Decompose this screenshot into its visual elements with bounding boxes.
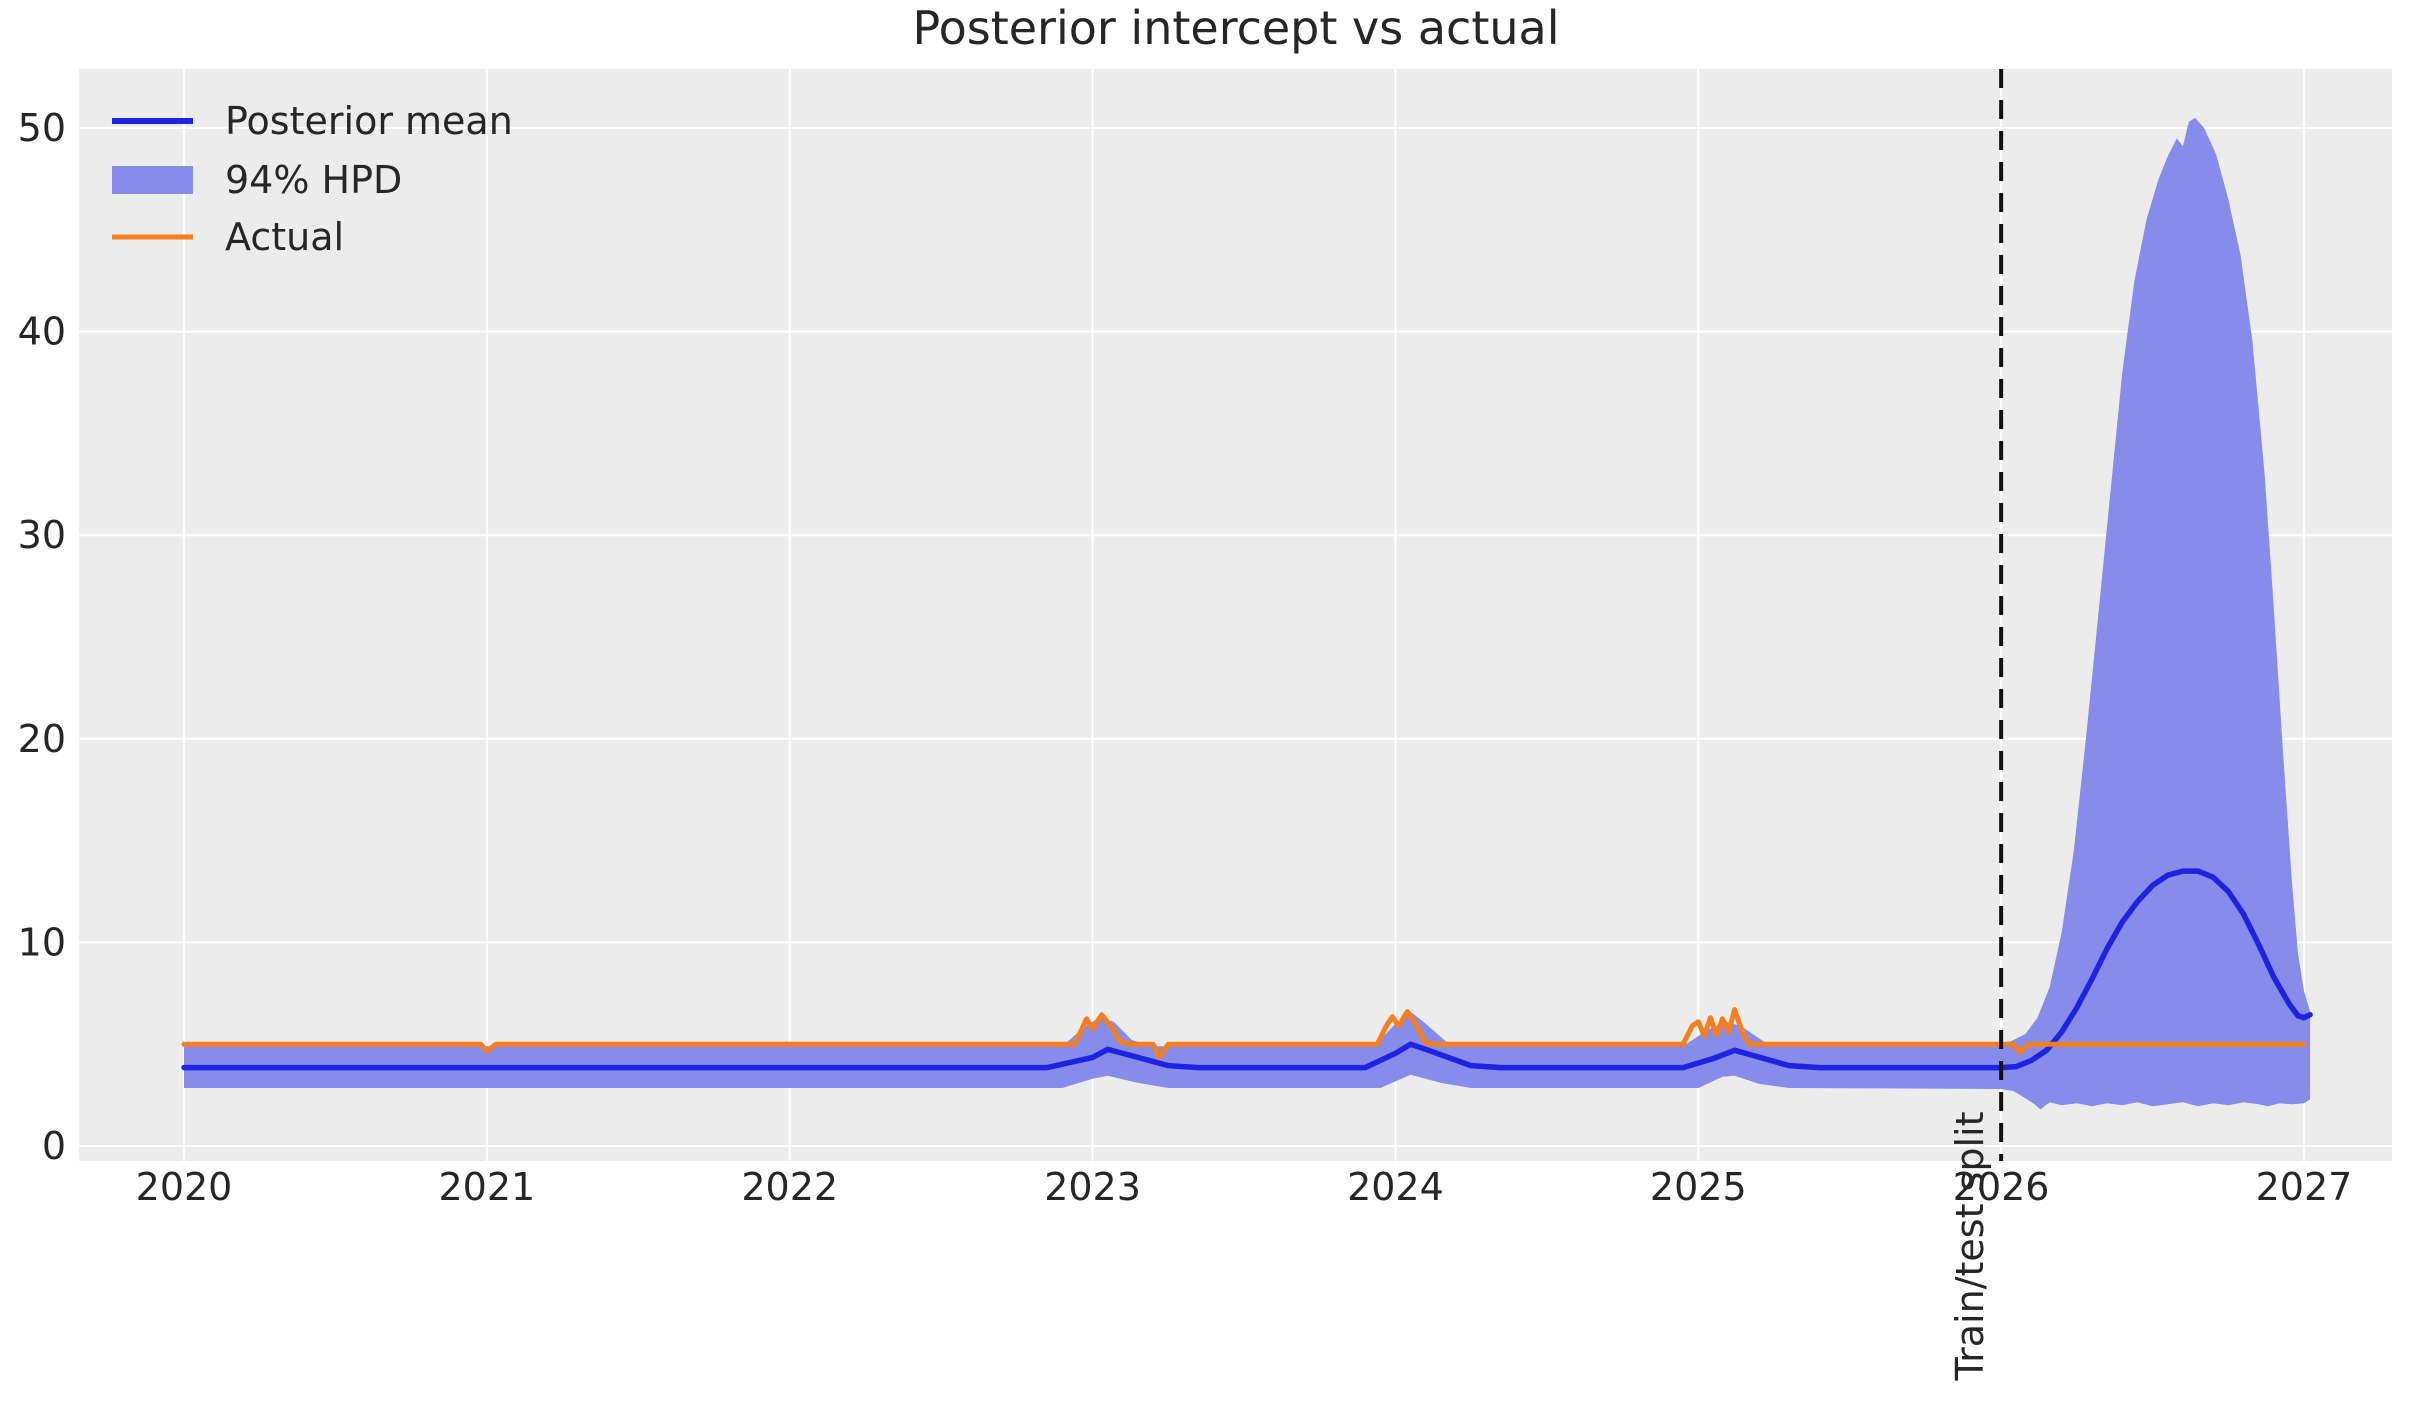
hpd-band — [184, 117, 2311, 1110]
y-tick-label: 50 — [18, 106, 66, 150]
actual-path — [181, 1007, 2307, 1060]
x-tick-label: 2027 — [2256, 1165, 2353, 1209]
posterior-mean-line — [181, 868, 2313, 1071]
x-tick-label: 2021 — [438, 1165, 535, 1209]
legend-actual-label: Actual — [225, 215, 344, 259]
train-test-split-label: Train/test split — [1948, 1112, 1992, 1382]
legend-hpd-label: 94% HPD — [225, 158, 402, 202]
x-tick-label: 2023 — [1044, 1165, 1141, 1209]
x-tick-label: 2020 — [136, 1165, 233, 1209]
gridlines — [79, 69, 2392, 1161]
y-tick-label: 0 — [42, 1124, 66, 1168]
hpd-band-area — [184, 117, 2311, 1110]
legend-posterior-mean-label: Posterior mean — [225, 99, 513, 143]
x-tick-label: 2024 — [1347, 1165, 1444, 1209]
y-tick-label: 40 — [18, 310, 66, 354]
plot-background — [79, 69, 2392, 1161]
x-tick-label: 2026 — [1953, 1165, 2050, 1209]
x-tick-label: 2022 — [741, 1165, 838, 1209]
actual-line — [181, 1007, 2307, 1060]
y-tick-label: 30 — [18, 513, 66, 557]
legend-hpd-swatch — [112, 166, 193, 194]
x-tick-labels: 2020 2021 2022 2023 2024 2025 2026 2027 — [136, 1165, 2353, 1209]
y-tick-label: 10 — [18, 920, 66, 964]
y-tick-label: 20 — [18, 717, 66, 761]
legend: Posterior mean 94% HPD Actual — [112, 99, 513, 259]
x-tick-label: 2025 — [1650, 1165, 1747, 1209]
posterior-mean-path — [181, 868, 2313, 1071]
y-tick-labels: 0 10 20 30 40 50 — [18, 106, 66, 1168]
page-title: Posterior intercept vs actual — [913, 1, 1560, 55]
